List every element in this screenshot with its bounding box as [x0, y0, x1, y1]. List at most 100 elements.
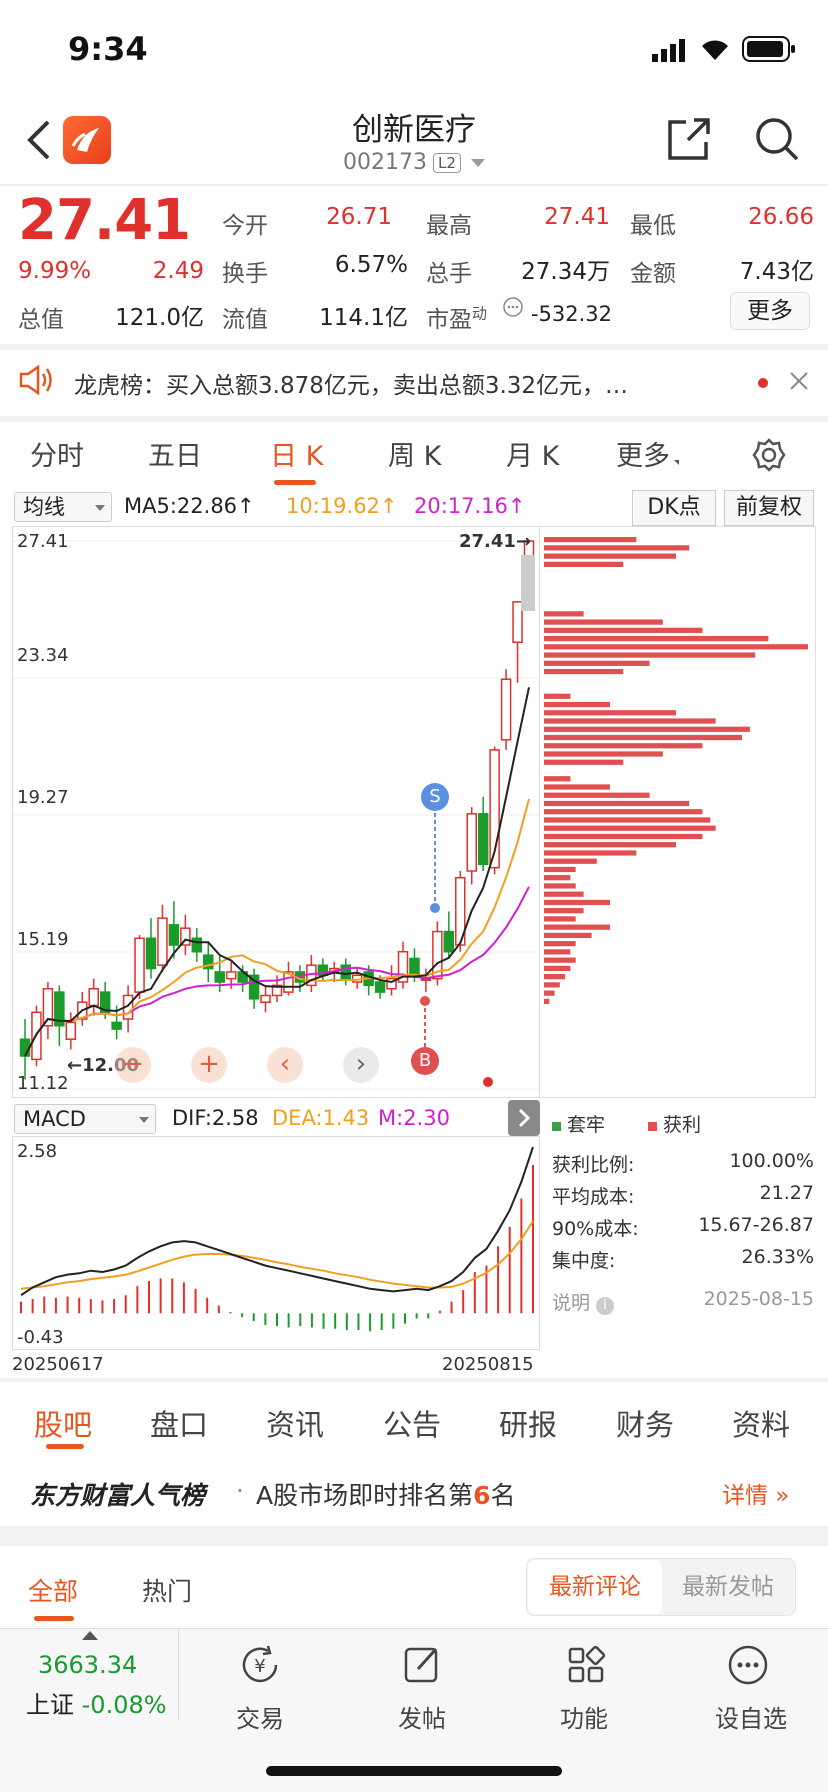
watchlist-tab[interactable]: 设自选: [715, 1705, 787, 1733]
macd-select[interactable]: MACD: [14, 1104, 156, 1134]
chip-bar: [544, 858, 597, 864]
chip-bar: [544, 553, 676, 559]
low-value: 26.66: [748, 204, 814, 230]
trade-icon[interactable]: ¥: [238, 1643, 282, 1687]
edit-icon[interactable]: [400, 1643, 444, 1687]
expand-icon[interactable]: [82, 1631, 98, 1640]
gear-icon[interactable]: [752, 438, 786, 472]
rank-text: A股市场即时排名第6名: [256, 1481, 516, 1510]
candle-body: [248, 974, 260, 1000]
post-tab[interactable]: 发帖: [398, 1705, 446, 1733]
buy-signal[interactable]: B: [411, 1047, 439, 1075]
sell-signal-dot: [430, 903, 440, 913]
candle-body: [512, 601, 523, 644]
speaker-icon: [18, 364, 54, 396]
macd-bottom: -0.43: [17, 1327, 64, 1348]
macd-top: 2.58: [17, 1141, 58, 1162]
rank-brand: 东方财富人气榜: [30, 1481, 206, 1510]
caret-icon: [674, 460, 679, 465]
kline-chart[interactable]: 27.41 23.34 19.27 15.19 11.12 27.41→ ←12…: [12, 526, 540, 1098]
adjust-button[interactable]: 前复权: [724, 490, 814, 526]
close-icon[interactable]: [788, 370, 810, 392]
trade-tab[interactable]: 交易: [236, 1705, 284, 1733]
share-icon[interactable]: [666, 116, 712, 162]
grid-icon[interactable]: [564, 1643, 608, 1687]
tab-news[interactable]: 资讯: [266, 1408, 325, 1442]
ma-select[interactable]: 均线: [14, 492, 112, 522]
zoom-out-button[interactable]: −: [115, 1047, 151, 1083]
y-tick: 15.19: [17, 929, 69, 950]
tab-daily-k[interactable]: 日 K: [270, 441, 324, 472]
chip-bar: [544, 891, 584, 897]
stock-code-row[interactable]: 002173 L2: [0, 150, 828, 175]
tab-monthly-k[interactable]: 月 K: [506, 441, 560, 472]
candle-body: [283, 971, 294, 993]
chip-bar: [544, 949, 571, 955]
active-tab-indicator: [34, 1616, 74, 1621]
tab-finance[interactable]: 财务: [616, 1408, 675, 1442]
y-tick: 19.27: [17, 787, 69, 808]
chip-bar: [544, 759, 624, 765]
chevron-right-icon[interactable]: [508, 1100, 540, 1136]
tab-research[interactable]: 研报: [499, 1408, 558, 1442]
dea-label: DEA:1.43: [272, 1106, 370, 1130]
buy-signal-dot: [420, 996, 430, 1006]
chip-bar: [544, 537, 637, 543]
info-circle-icon: i: [596, 1297, 615, 1315]
tab-more[interactable]: 更多: [616, 434, 679, 473]
tab-hot[interactable]: 热门: [142, 1577, 193, 1606]
chip-bar: [544, 734, 742, 741]
candle-body: [225, 971, 237, 980]
home-indicator: [266, 1766, 562, 1776]
next-button[interactable]: ›: [343, 1047, 379, 1083]
index-value[interactable]: 3663.34: [38, 1651, 138, 1679]
tab-profile[interactable]: 资料: [732, 1408, 791, 1442]
ma20-label: 20:17.16↑: [414, 494, 526, 518]
pe-value: -532.32: [530, 302, 612, 326]
back-icon[interactable]: [24, 118, 54, 162]
tab-orderbook[interactable]: 盘口: [150, 1408, 209, 1442]
tab-timeshare[interactable]: 分时: [30, 441, 84, 472]
concentration-label: 集中度:: [552, 1250, 616, 1272]
search-icon[interactable]: [754, 116, 800, 162]
more-dots-icon[interactable]: [726, 1643, 770, 1687]
macd-chart[interactable]: 2.58 -0.43: [12, 1136, 540, 1350]
chip-bar: [544, 916, 576, 922]
function-tab[interactable]: 功能: [560, 1705, 608, 1733]
popularity-rank[interactable]: 东方财富人气榜 · A股市场即时排名第6名 详情 »: [0, 1456, 828, 1526]
chip-bar: [544, 809, 703, 815]
turnover-label: 换手: [222, 261, 268, 287]
prev-button[interactable]: ‹: [267, 1047, 303, 1083]
rank-detail-link[interactable]: 详情 »: [722, 1483, 790, 1509]
chip-bar: [544, 701, 610, 708]
ma5-line: [24, 687, 530, 1057]
zoom-in-button[interactable]: +: [191, 1047, 227, 1083]
latest-post-button[interactable]: 最新发帖: [682, 1574, 774, 1600]
index-line[interactable]: 上证 -0.08%: [26, 1691, 167, 1719]
latest-comment-button[interactable]: 最新评论: [528, 1560, 662, 1614]
tab-announcements[interactable]: 公告: [383, 1408, 442, 1442]
tab-weekly-k[interactable]: 周 K: [388, 441, 442, 472]
chip-bar: [544, 924, 610, 930]
chip-bar: [544, 982, 560, 988]
more-button[interactable]: 更多: [730, 292, 810, 330]
profit-ratio-label: 获利比例:: [552, 1154, 635, 1176]
chip-bar: [544, 545, 690, 551]
info-icon[interactable]: [502, 296, 524, 318]
chip-bar: [544, 998, 550, 1004]
dea-line: [20, 1220, 534, 1290]
explain-link[interactable]: 说明 i: [552, 1288, 615, 1315]
notice-bar[interactable]: 龙虎榜：买入总额3.878亿元，卖出总额3.32亿元，…: [0, 346, 828, 416]
tab-forum[interactable]: 股吧: [34, 1408, 93, 1442]
dk-point-button[interactable]: DK点: [632, 490, 716, 526]
candle-body: [397, 950, 409, 983]
tab-all[interactable]: 全部: [28, 1577, 79, 1606]
candle-body: [191, 937, 203, 953]
chip-bar: [544, 875, 571, 881]
candle-body: [145, 937, 157, 970]
chip-svg: [544, 537, 808, 1004]
sell-signal[interactable]: S: [421, 783, 449, 811]
bottom-tab-bar: 3663.34 上证 -0.08% ¥ 交易 发帖 功能 设自选: [0, 1628, 828, 1792]
unread-dot: [758, 378, 768, 388]
tab-five-day[interactable]: 五日: [148, 441, 202, 472]
